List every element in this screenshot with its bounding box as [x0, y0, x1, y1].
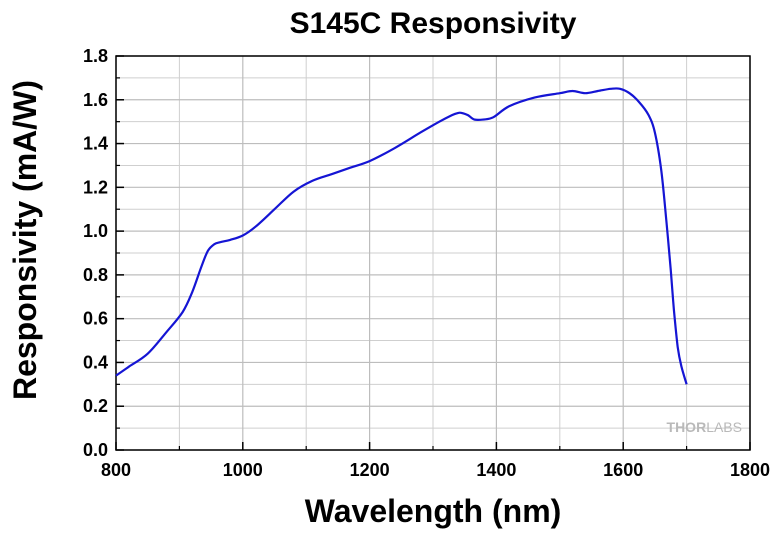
- x-tick-label: 1200: [350, 460, 390, 480]
- y-tick-labels: 0.0 0.2 0.4 0.6 0.8 1.0 1.2 1.4 1.6 1.8: [83, 46, 108, 460]
- x-tick-label: 1800: [730, 460, 770, 480]
- plot-frame: [115, 55, 751, 451]
- x-axis-title: Wavelength (nm): [305, 493, 562, 529]
- x-tick-label: 1000: [223, 460, 263, 480]
- y-axis-title: Responsivity (mA/W): [7, 80, 43, 400]
- responsivity-series-line: [115, 87, 688, 385]
- y-tick-label: 1.8: [83, 46, 108, 66]
- watermark-labs: LABS: [706, 419, 742, 435]
- x-tick-label: 1400: [476, 460, 516, 480]
- watermark-thor: THOR: [667, 419, 707, 435]
- y-tick-label: 1.6: [83, 90, 108, 110]
- y-tick-label: 1.2: [83, 177, 108, 197]
- y-tick-label: 1.4: [83, 134, 108, 154]
- chart-title: S145C Responsivity: [290, 7, 577, 40]
- y-tick-label: 0.0: [83, 440, 108, 460]
- y-tick-label: 1.0: [83, 221, 108, 241]
- x-tick-labels: 800 1000 1200 1400 1600 1800: [101, 460, 770, 480]
- series-layer: [115, 87, 688, 385]
- y-tick-label: 0.4: [83, 352, 108, 372]
- y-tick-label: 0.2: [83, 396, 108, 416]
- y-tick-label: 0.6: [83, 309, 108, 329]
- x-tick-label: 1600: [603, 460, 643, 480]
- grid: [115, 55, 751, 451]
- y-tick-label: 0.8: [83, 265, 108, 285]
- thorlabs-watermark: THORLABS: [667, 419, 742, 435]
- x-tick-label: 800: [101, 460, 131, 480]
